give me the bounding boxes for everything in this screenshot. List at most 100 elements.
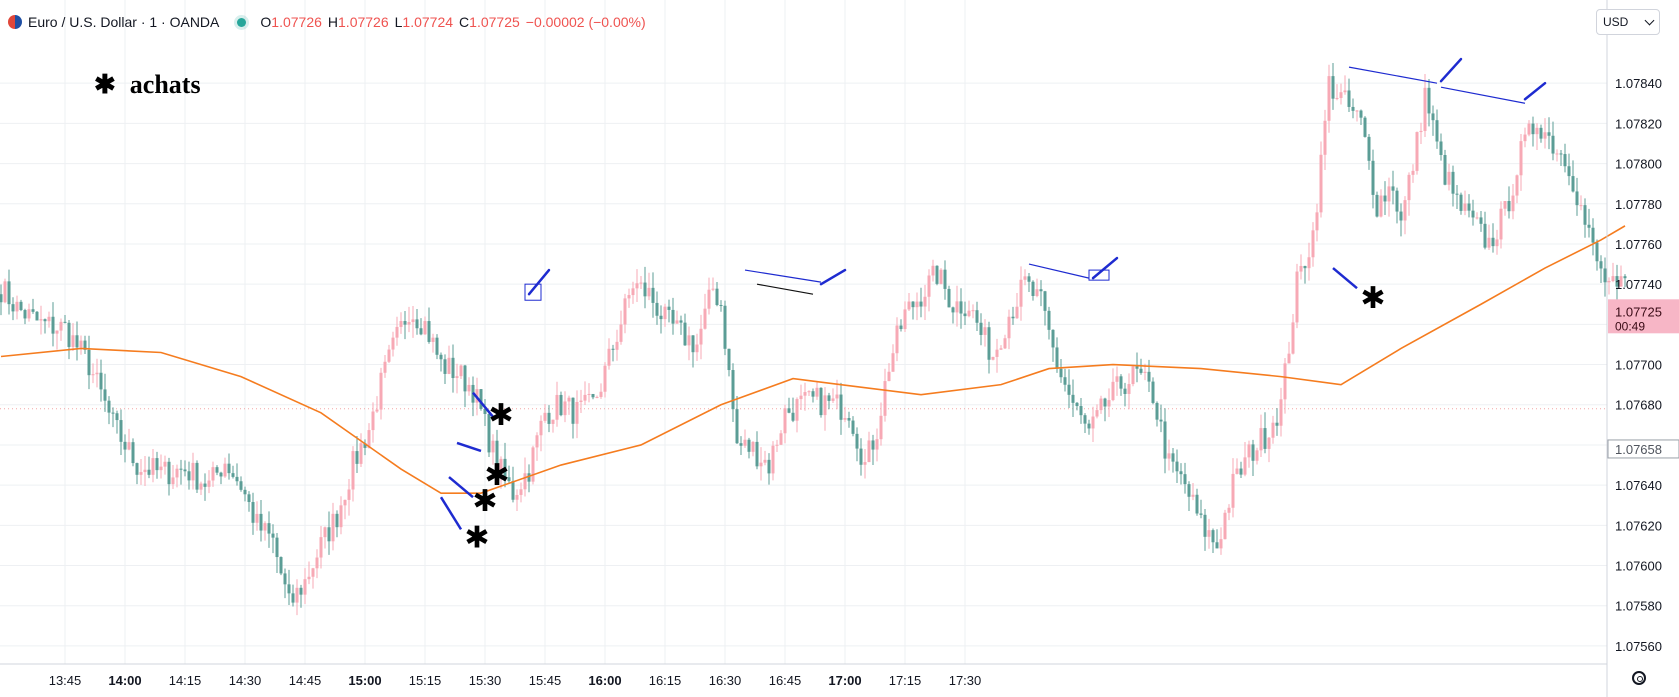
candle-body	[1351, 106, 1355, 111]
candle-body	[1583, 205, 1587, 225]
candle-body	[1319, 154, 1323, 213]
candle-body	[983, 327, 987, 335]
candle-body	[35, 311, 39, 321]
open-value: 1.07726	[271, 14, 322, 30]
candle-body	[867, 440, 871, 463]
candle-body	[1323, 120, 1327, 155]
trend-line	[1440, 86, 1526, 104]
candle-body	[1207, 530, 1211, 537]
candle-body	[1063, 377, 1067, 385]
candle-body	[559, 394, 563, 416]
asterisk-marker: ✱	[484, 458, 509, 493]
candle-body	[863, 462, 867, 465]
entry-marker-line	[439, 496, 463, 531]
candle-body	[223, 463, 227, 477]
candle-body	[1091, 416, 1095, 429]
entry-marker-line	[1332, 267, 1358, 290]
entry-marker-line	[472, 391, 494, 418]
candle-body	[415, 319, 419, 329]
candle-body	[1539, 127, 1543, 139]
candle-body	[619, 324, 623, 342]
candle-body	[427, 321, 431, 342]
candle-body	[567, 397, 571, 402]
candle-body	[995, 349, 999, 357]
moving-average-layer	[0, 225, 1626, 494]
candle-body	[747, 439, 751, 452]
candle-body	[311, 568, 315, 577]
candle-body	[587, 393, 591, 395]
open-label: O	[260, 14, 272, 30]
trend-line	[744, 269, 822, 283]
candle-body	[883, 381, 887, 416]
candle-body	[519, 489, 523, 495]
candle-body	[871, 440, 875, 450]
candle-body	[1083, 415, 1087, 424]
candle-body	[1375, 194, 1379, 217]
candle-body	[1587, 224, 1591, 228]
candle-body	[607, 348, 611, 366]
candle-body	[1259, 428, 1263, 451]
candle-body	[363, 443, 367, 448]
candle-body	[807, 391, 811, 393]
candle-body	[1139, 368, 1143, 373]
candle-body	[299, 587, 303, 595]
candle-body	[1095, 410, 1099, 417]
candle-body	[1151, 381, 1155, 403]
candle-body	[171, 477, 175, 485]
candle-body	[1575, 191, 1579, 206]
symbol-title[interactable]: Euro / U.S. Dollar · 1 · OANDA	[28, 14, 220, 30]
candle-body	[547, 412, 551, 424]
candle-body	[1511, 195, 1515, 212]
candle-body	[83, 340, 87, 350]
time-tick-label: 14:15	[169, 673, 202, 688]
candle-body	[1015, 306, 1019, 319]
time-tick-label: 15:00	[348, 673, 381, 688]
candle-body	[563, 401, 567, 416]
candle-body	[499, 458, 503, 474]
candle-body	[39, 319, 43, 321]
settings-icon[interactable]	[1632, 671, 1646, 685]
time-tick-label: 16:15	[649, 673, 682, 688]
candle-body	[1247, 444, 1251, 458]
candle-body	[663, 306, 667, 320]
candle-body	[1295, 271, 1299, 323]
candle-body	[1059, 368, 1063, 378]
currency-selector[interactable]: USD	[1596, 9, 1660, 35]
candle-body	[3, 281, 7, 303]
candle-body	[79, 340, 83, 348]
candle-body	[603, 365, 607, 392]
candle-body	[303, 579, 307, 595]
candle-body	[763, 459, 767, 463]
candle-body	[687, 335, 691, 346]
candle-body	[455, 376, 459, 379]
trend-line	[1348, 66, 1438, 84]
candle-body	[0, 294, 3, 303]
candle-body	[1623, 276, 1627, 279]
candle-body	[155, 458, 159, 471]
last-price-tag	[1608, 299, 1679, 334]
price-tick-label: 1.07600	[1615, 559, 1662, 574]
candle-body	[259, 513, 263, 531]
candle-body	[1523, 134, 1527, 142]
candle-body	[1415, 132, 1419, 171]
candle-body	[1379, 195, 1383, 217]
candle-body	[843, 418, 847, 420]
asterisk-marker: ✱	[488, 398, 513, 433]
candle-body	[939, 269, 943, 284]
candle-body	[743, 439, 747, 446]
zone-box	[524, 283, 542, 301]
reference-price-value: 1.07658	[1615, 442, 1662, 457]
candle-body	[351, 451, 355, 490]
candle-body	[127, 442, 131, 450]
candle-body	[887, 371, 891, 382]
candle-body	[1411, 170, 1415, 175]
candle-body	[359, 443, 363, 464]
candle-body	[1159, 419, 1163, 422]
candle-body	[795, 399, 799, 421]
candle-body	[399, 321, 403, 327]
candle-body	[51, 316, 55, 334]
entry-marker-line	[456, 441, 482, 453]
candle-body	[163, 461, 167, 467]
candle-body	[339, 505, 343, 528]
